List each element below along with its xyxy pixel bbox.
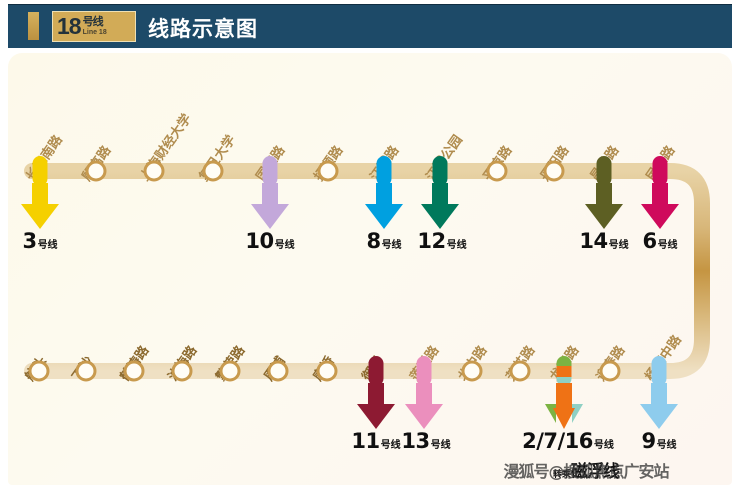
station-node-guoquanlu[interactable] — [262, 156, 278, 186]
station-node-jiangpulu[interactable] — [376, 156, 392, 186]
station-node-fushunlu[interactable] — [317, 160, 339, 182]
transfer-number: 12 — [417, 229, 446, 253]
transfer-number: 13 — [401, 429, 430, 453]
transfer-arrow-line6 — [639, 183, 681, 229]
transfer-arrow-line12 — [419, 183, 461, 229]
route-line-graphic — [24, 163, 710, 379]
transfer-arrow-line8 — [363, 183, 405, 229]
station-node-longyanglu[interactable] — [556, 356, 572, 386]
maglev-note-prefix: 转乘 — [552, 470, 572, 480]
transfer-caption-line3: 3 号线 — [22, 229, 57, 253]
station-node-hetaolu[interactable] — [123, 360, 145, 382]
station-node-jiangpugongyuan[interactable] — [432, 156, 448, 186]
transfer-number: 2/7/16 — [522, 429, 593, 453]
station-node-yingaolu[interactable] — [85, 160, 107, 182]
station-node-changyilu[interactable] — [596, 156, 612, 186]
transfer-suffix: 号线 — [380, 440, 401, 451]
station-node-yingchunlu[interactable] — [599, 360, 621, 382]
transfer-caption-line9: 9 号线 — [641, 429, 676, 453]
line-badge-cn: 号线 — [82, 16, 104, 28]
transfer-suffix: 号线 — [593, 440, 614, 451]
station-node-lianxilu[interactable] — [416, 356, 432, 386]
transfer-suffix: 号线 — [608, 240, 629, 251]
maglev-transfer-note: 转乘 磁浮线 — [552, 457, 620, 482]
transfer-caption-line8: 8 号线 — [366, 229, 401, 253]
transfer-suffix: 号线 — [274, 240, 295, 251]
station-node-danyanglu[interactable] — [543, 160, 565, 182]
transfer-suffix: 号线 — [381, 240, 402, 251]
transfer-number: 10 — [245, 229, 274, 253]
transfer-suffix: 号线 — [446, 240, 467, 251]
transfer-arrow-line2-7-16 — [543, 383, 585, 429]
station-node-hangtou[interactable] — [28, 360, 50, 382]
transfer-caption-line12: 12 号线 — [417, 229, 466, 253]
station-node-zhoupu[interactable] — [267, 360, 289, 382]
station-node-changjiangnanlu[interactable] — [32, 156, 48, 186]
station-node-fanronglu[interactable] — [219, 360, 241, 382]
transfer-caption-line6: 6 号线 — [642, 229, 677, 253]
station-node-yanggaozhonglu[interactable] — [651, 356, 667, 386]
transfer-arrow-line10 — [249, 183, 291, 229]
transfer-number: 9 — [641, 429, 656, 453]
transfer-suffix: 号线 — [430, 440, 451, 451]
station-node-shcaijingdaxue[interactable] — [143, 160, 165, 182]
station-node-pingliangpu[interactable] — [486, 160, 508, 182]
station-node-minshenglu[interactable] — [652, 156, 668, 186]
page-title: 线路示意图 — [148, 17, 258, 41]
watermark: 漫狐号@搜狐焦点广安站 — [503, 462, 669, 481]
transfer-caption-line14: 14 号线 — [579, 229, 628, 253]
transfer-number: 14 — [579, 229, 608, 253]
transfer-caption-line10: 10 号线 — [245, 229, 294, 253]
station-node-xiasha[interactable] — [75, 360, 97, 382]
station-node-fudandaxue[interactable] — [202, 160, 224, 182]
station-node-fangxinlu[interactable] — [509, 360, 531, 382]
transfer-number: 3 — [22, 229, 37, 253]
station-node-beizhonglu[interactable] — [461, 360, 483, 382]
transfer-caption-line2-7-16: 2/7/16 号线 — [522, 429, 614, 453]
station-node-yuqiao[interactable] — [368, 356, 384, 386]
transfer-arrow-line14 — [583, 183, 625, 229]
transfer-arrow-line9 — [638, 383, 680, 429]
line-badge-en: Line 18 — [82, 29, 107, 36]
header-accent-stripe — [28, 12, 39, 40]
transfer-arrow-line11 — [355, 383, 397, 429]
transfer-caption-line13: 13 号线 — [401, 429, 450, 453]
transfer-suffix: 号线 — [37, 240, 58, 251]
transfer-number: 6 — [642, 229, 657, 253]
line-18-path — [24, 163, 710, 379]
line-badge-number: 18 — [57, 13, 82, 39]
transfer-arrow-line13 — [403, 383, 445, 429]
transfer-arrow-line3 — [19, 183, 61, 229]
map-panel: 长江南路 殷高路 上海财经大学 复旦大学 国权路 抚顺路 江浦路 江浦公园 平凉… — [8, 53, 732, 485]
station-node-shenmeilu[interactable] — [171, 360, 193, 382]
maglev-note-text: 磁浮线 — [571, 462, 620, 482]
transfer-suffix: 号线 — [657, 240, 678, 251]
line-badge: 18 号线 Line 18 — [52, 11, 136, 42]
header-bar: 18 号线 Line 18 线路示意图 — [8, 4, 732, 48]
transfer-caption-line11: 11 号线 — [351, 429, 400, 453]
transfer-number: 11 — [351, 429, 380, 453]
station-node-kangqiao[interactable] — [316, 360, 338, 382]
transfer-number: 8 — [366, 229, 381, 253]
transfer-suffix: 号线 — [656, 440, 677, 451]
